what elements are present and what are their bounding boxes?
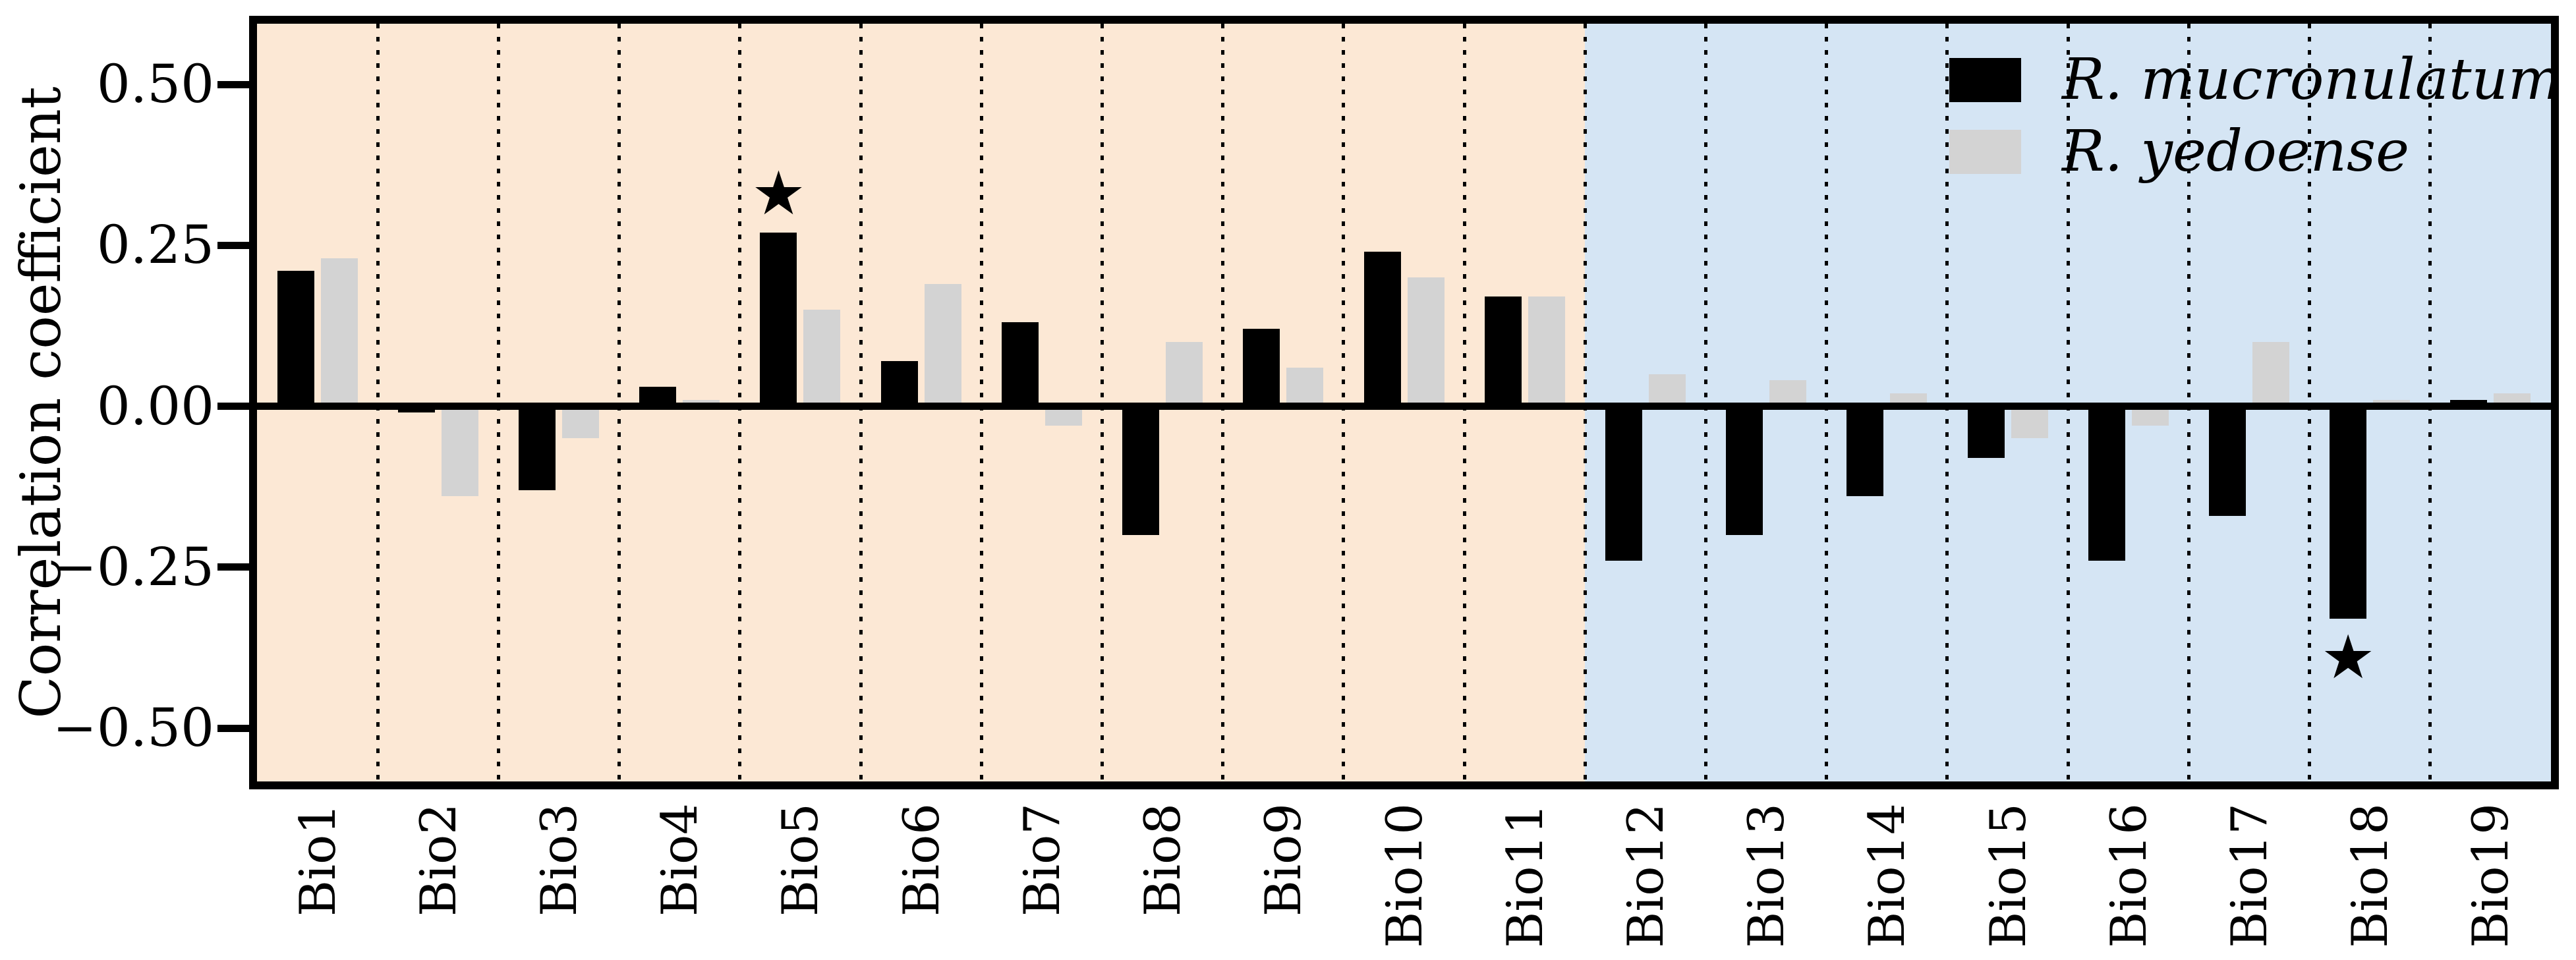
significance-star-bio5: ★	[751, 158, 806, 229]
y-tick-label: −0.25	[52, 536, 214, 598]
bar-bio3-yedoense	[562, 406, 600, 439]
bar-bio6-mucronulatum	[880, 361, 918, 407]
y-tick-mark	[217, 403, 249, 410]
y-tick-label: 0.50	[96, 53, 214, 115]
bar-bio6-yedoense	[924, 283, 961, 407]
bar-bio5-yedoense	[803, 309, 841, 407]
x-tick-label-bio14: Bio14	[1858, 803, 1916, 948]
bar-bio1-yedoense	[320, 258, 358, 407]
bar-bio14-mucronulatum	[1846, 406, 1884, 497]
y-tick-mark	[217, 241, 249, 249]
x-tick-label-bio5: Bio5	[771, 803, 830, 917]
legend-label: R. yedoense	[2062, 119, 2410, 184]
x-tick-label-bio3: Bio3	[530, 803, 588, 917]
y-tick-mark	[217, 563, 249, 571]
bar-bio10-yedoense	[1407, 277, 1445, 407]
y-tick-label: −0.50	[52, 697, 214, 758]
bar-bio9-mucronulatum	[1243, 329, 1280, 407]
bar-bio12-yedoense	[1648, 374, 1686, 407]
plot-area: ★ ★	[249, 16, 2559, 789]
bar-bio15-mucronulatum	[1967, 406, 2005, 458]
x-tick-label-bio16: Bio16	[2099, 803, 2158, 948]
bar-bio17-yedoense	[2252, 341, 2289, 407]
x-tick-label-bio7: Bio7	[1012, 803, 1071, 917]
x-tick-label-bio2: Bio2	[409, 803, 467, 917]
bar-bio16-mucronulatum	[2088, 406, 2125, 561]
legend-label: R. mucronulatum	[2062, 47, 2562, 113]
bar-bio13-mucronulatum	[1726, 406, 1763, 535]
bar-bio15-yedoense	[2011, 406, 2048, 439]
x-tick-label-bio10: Bio10	[1375, 803, 1433, 948]
bar-bio10-mucronulatum	[1363, 252, 1401, 407]
y-tick-mark	[217, 80, 249, 88]
x-tick-label-bio8: Bio8	[1133, 803, 1192, 917]
y-tick-label: 0.00	[96, 375, 214, 437]
significance-star-bio18: ★	[2320, 621, 2376, 692]
bar-bio9-yedoense	[1286, 367, 1324, 407]
legend-swatch-gray	[1949, 129, 2021, 174]
bar-bio5-mucronulatum	[760, 232, 797, 407]
bar-bio13-yedoense	[1769, 380, 1807, 407]
x-tick-label-bio6: Bio6	[892, 803, 950, 917]
bar-bio8-mucronulatum	[1122, 406, 1160, 535]
x-tick-label-bio15: Bio15	[1978, 803, 2037, 948]
bar-bio11-mucronulatum	[1484, 296, 1522, 407]
bar-bio2-yedoense	[441, 406, 478, 497]
y-tick-label: 0.25	[96, 214, 214, 276]
bar-bio12-mucronulatum	[1605, 406, 1642, 561]
x-tick-label-bio17: Bio17	[2219, 803, 2278, 948]
x-tick-label-bio18: Bio18	[2341, 803, 2399, 948]
x-tick-label-bio19: Bio19	[2461, 803, 2520, 948]
bar-bio7-mucronulatum	[1001, 322, 1039, 407]
bar-bio3-mucronulatum	[519, 406, 556, 490]
x-tick-label-bio13: Bio13	[1737, 803, 1796, 948]
x-tick-label-bio11: Bio11	[1495, 803, 1554, 948]
x-tick-label-bio1: Bio1	[288, 803, 347, 917]
legend-item-yedoense: R. yedoense	[1949, 123, 2409, 180]
bar-bio18-mucronulatum	[2330, 406, 2367, 619]
bar-bio11-yedoense	[1528, 296, 1565, 407]
bar-bio8-yedoense	[1166, 341, 1203, 407]
bar-bio1-mucronulatum	[277, 271, 314, 407]
x-tick-label-bio12: Bio12	[1616, 803, 1674, 948]
zero-axis-line	[257, 403, 2551, 410]
x-tick-label-bio9: Bio9	[1254, 803, 1313, 917]
legend-item-mucronulatum: R. mucronulatum	[1949, 51, 2562, 108]
x-tick-label-bio4: Bio4	[650, 803, 709, 917]
legend-swatch-black	[1949, 57, 2021, 102]
y-tick-mark	[217, 724, 249, 732]
bar-bio17-mucronulatum	[2208, 406, 2246, 516]
